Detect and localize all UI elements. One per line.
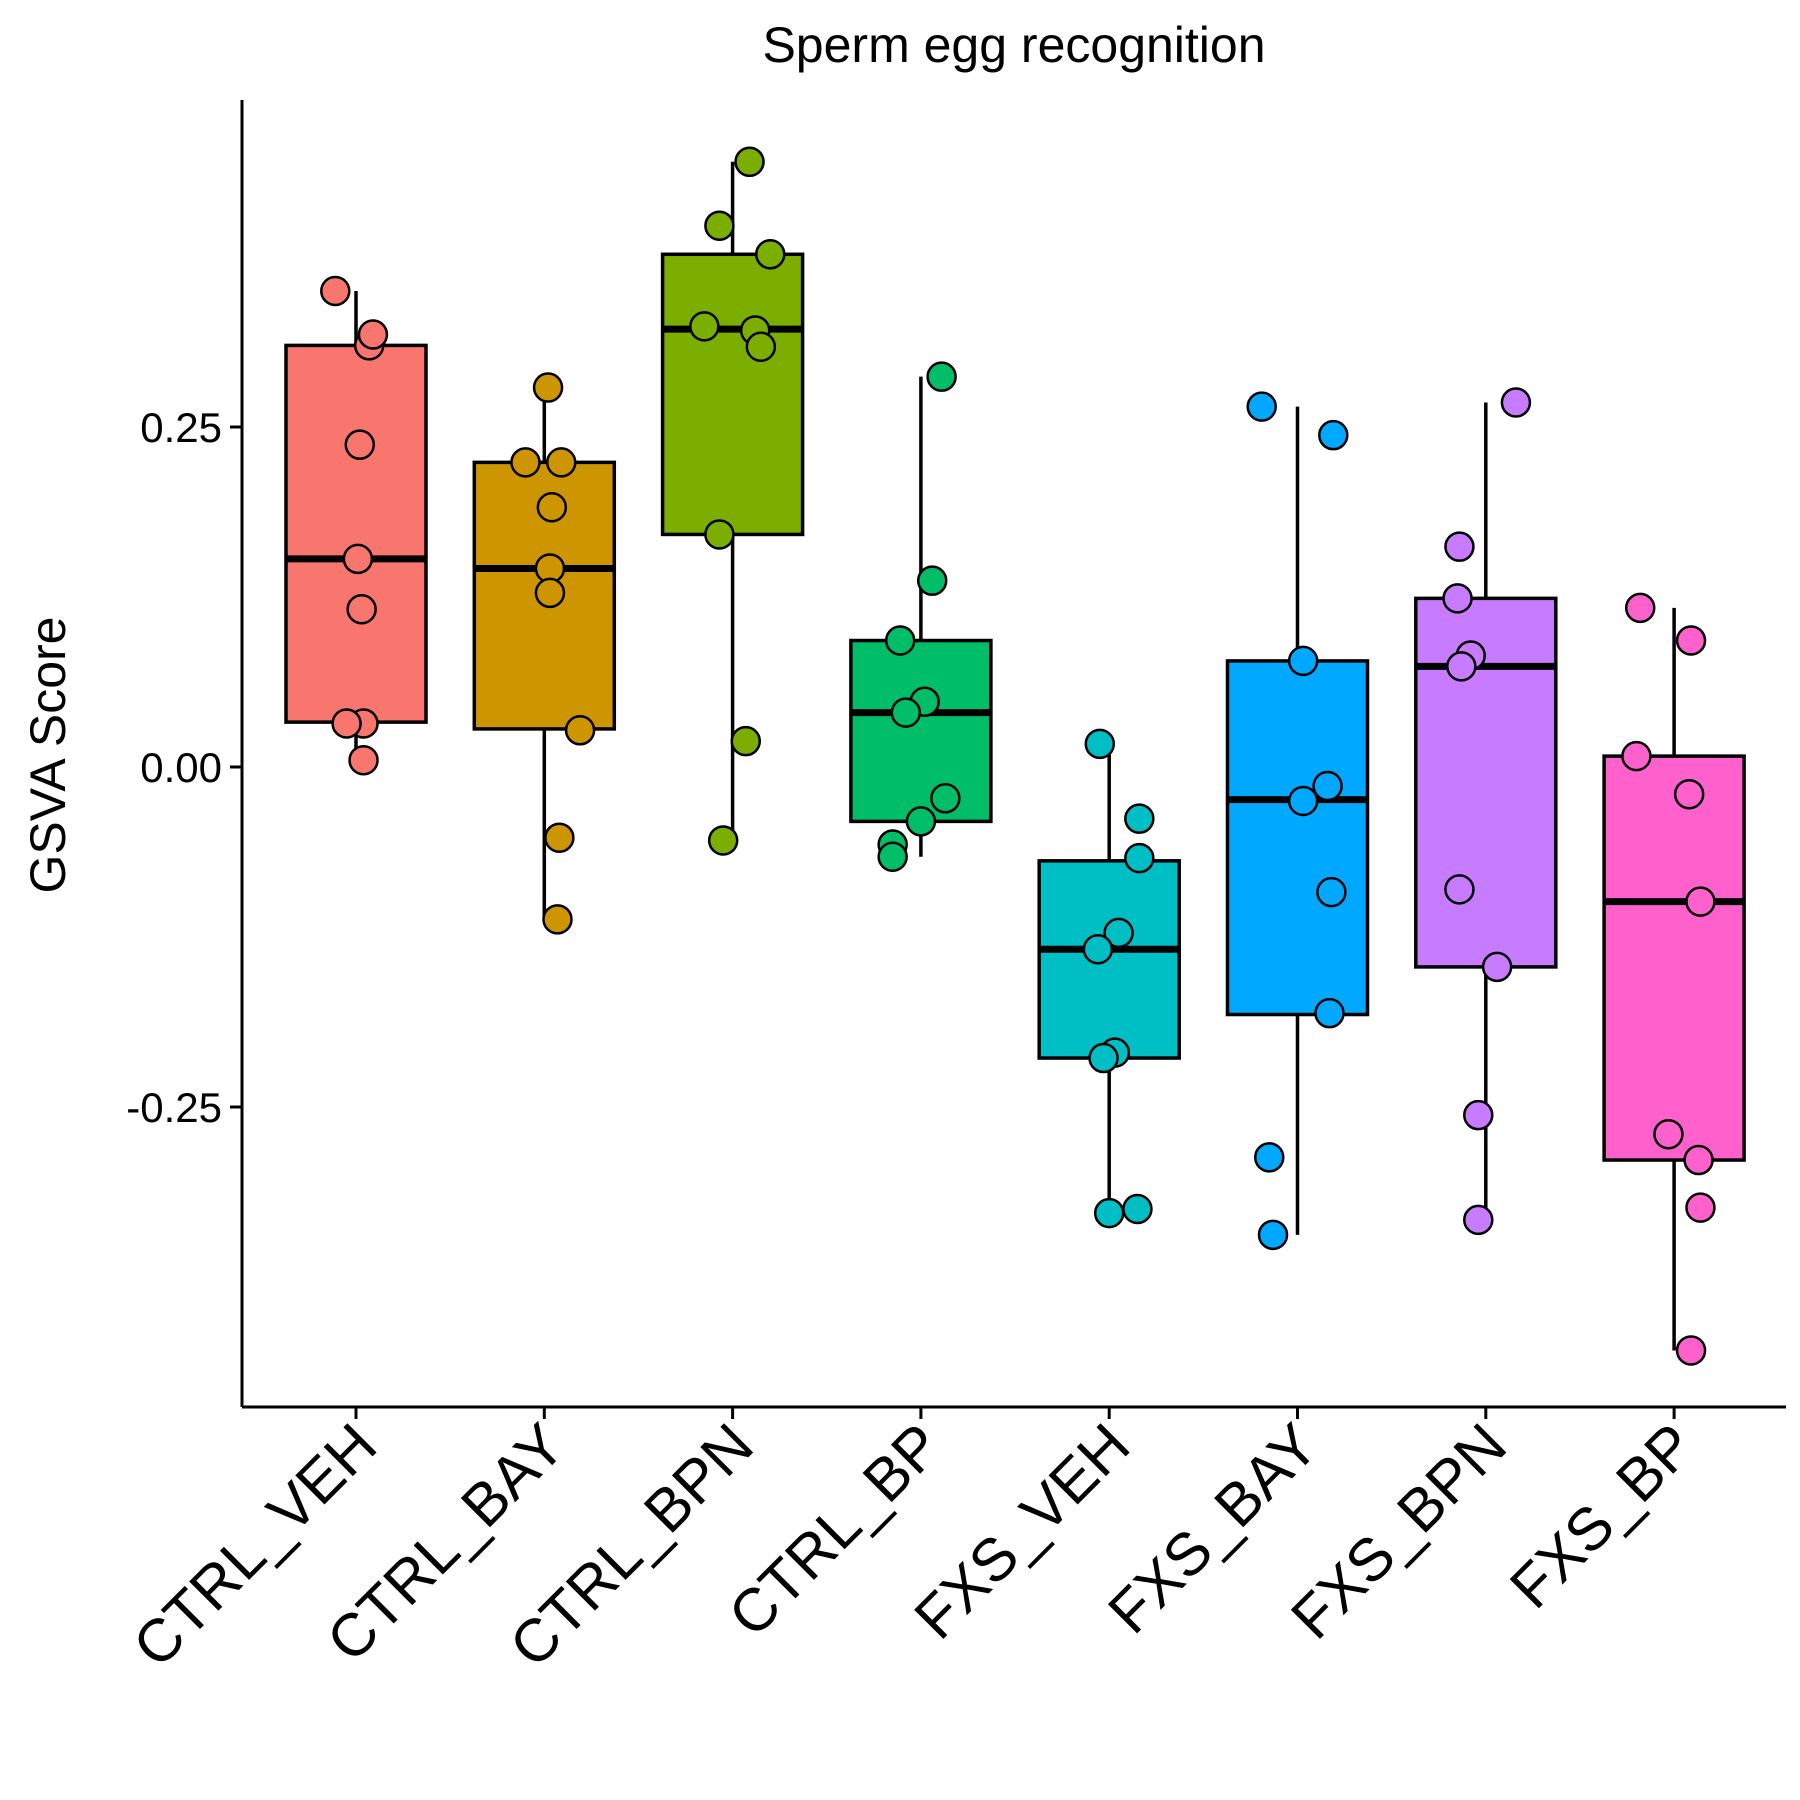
data-point [1257, 1219, 1289, 1251]
data-point [1287, 785, 1319, 817]
y-tick-label: -0.25 [126, 1084, 222, 1131]
data-point [536, 491, 568, 523]
data-point [1287, 645, 1319, 677]
data-point [1093, 1197, 1125, 1229]
data-point [890, 697, 922, 728]
box [1414, 596, 1558, 969]
data-point [1314, 997, 1345, 1029]
box [284, 343, 428, 724]
data-point [1675, 625, 1707, 656]
data-point [1103, 917, 1134, 949]
group-CTRL_BP [849, 361, 993, 873]
data-point [884, 625, 916, 656]
group-FXS_BPN [1414, 387, 1558, 1236]
group-FXS_VEH [1037, 728, 1181, 1229]
data-point [1444, 874, 1475, 905]
data-point [1463, 1099, 1494, 1131]
data-point [1685, 1192, 1716, 1223]
x-tick-label: FXS_BP [1497, 1411, 1707, 1621]
data-point [1444, 531, 1475, 562]
data-point [916, 565, 948, 596]
data-point [1312, 770, 1343, 802]
data-point [1685, 886, 1716, 917]
data-point [1124, 803, 1155, 834]
data-point [745, 331, 777, 363]
y-tick-label: 0.25 [140, 404, 222, 451]
data-point [1446, 651, 1477, 682]
data-point [1082, 933, 1114, 965]
data-point [926, 361, 957, 392]
group-CTRL_VEH [284, 275, 428, 776]
data-point [1683, 1144, 1714, 1176]
box [1225, 659, 1370, 1017]
data-point [534, 577, 566, 609]
data-point [704, 210, 735, 241]
data-point [346, 593, 377, 625]
data-point [707, 825, 739, 856]
data-point [1675, 1335, 1707, 1366]
box [849, 638, 993, 824]
data-point [930, 783, 961, 814]
data-point [1500, 387, 1532, 418]
box [660, 252, 805, 537]
data-point [331, 708, 362, 739]
data-point [1318, 419, 1349, 451]
box [1602, 754, 1746, 1162]
data-point [905, 806, 937, 837]
data-point [1653, 1118, 1684, 1150]
y-axis-label: GSVA Score [20, 617, 76, 894]
data-point [544, 822, 575, 853]
data-point [1673, 778, 1705, 810]
data-point [342, 543, 374, 575]
data-point [1621, 740, 1652, 772]
data-point [510, 447, 541, 478]
data-point [1246, 391, 1277, 422]
data-point [730, 725, 762, 757]
data-point [545, 447, 577, 478]
data-point [1084, 728, 1116, 760]
data-point [348, 744, 379, 776]
data-point [532, 372, 564, 403]
plot-area [284, 146, 1746, 1366]
data-point [564, 715, 596, 746]
data-point [734, 146, 765, 178]
chart-title: Sperm egg recognition [762, 17, 1265, 73]
data-point [877, 841, 908, 873]
data-point [689, 311, 720, 342]
data-point [704, 519, 735, 550]
group-FXS_BAY [1225, 391, 1370, 1251]
data-point [755, 239, 786, 270]
data-point [1122, 1193, 1153, 1225]
data-point [542, 904, 573, 935]
data-point [1463, 1204, 1494, 1236]
data-point [1442, 583, 1473, 614]
group-CTRL_BPN [660, 146, 805, 856]
data-point [1624, 592, 1656, 624]
data-point [1254, 1142, 1285, 1173]
data-point [1316, 876, 1347, 908]
data-point [320, 275, 351, 307]
data-point [1124, 842, 1155, 874]
data-point [1481, 951, 1513, 983]
data-point [344, 429, 376, 460]
data-point [1088, 1042, 1119, 1074]
group-CTRL_BAY [472, 372, 617, 935]
group-FXS_BP [1602, 592, 1746, 1366]
y-tick-label: 0.00 [140, 744, 222, 791]
data-point [357, 319, 389, 350]
